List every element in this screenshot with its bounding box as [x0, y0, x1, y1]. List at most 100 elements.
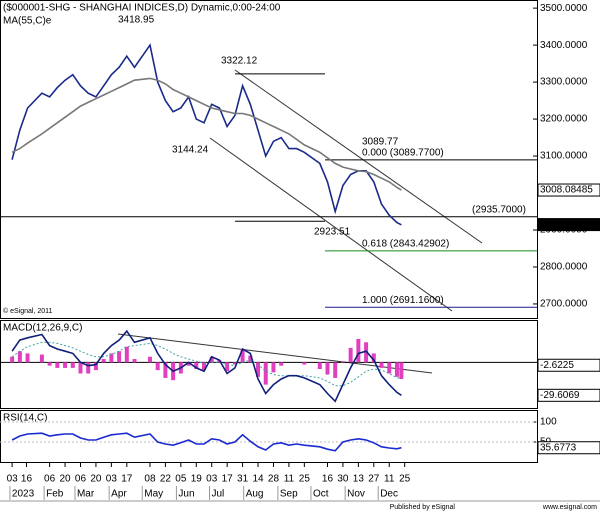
- rsi-label: RSI(14,C): [3, 413, 47, 424]
- y-tick-label: 3500.0000: [540, 3, 588, 14]
- y-tick-label: 3100.0000: [540, 151, 588, 162]
- x-tick-label: 27: [368, 474, 380, 485]
- rsi-panel: [0, 410, 538, 463]
- y-tick-label: 3300.0000: [540, 77, 588, 88]
- value-box-label: 2914.6138: [540, 219, 588, 230]
- histogram-bar: [240, 348, 245, 363]
- histogram-bar: [39, 354, 44, 363]
- histogram-bar: [387, 362, 392, 374]
- x-tick-label: 06: [44, 474, 56, 485]
- histogram-bar: [248, 355, 253, 363]
- value-box: [537, 441, 600, 455]
- price-annotation: 3418.95: [118, 15, 155, 26]
- price-annotation: 3089.77: [362, 137, 399, 148]
- ma-label: MA(55,C)e: [3, 16, 52, 27]
- month-label: Jul: [212, 489, 225, 500]
- histogram-bar: [394, 362, 399, 377]
- credit: © eSignal, 2011: [3, 307, 53, 315]
- histogram-bar: [17, 351, 22, 363]
- histogram-bar: [279, 362, 284, 366]
- x-tick-label: 13: [353, 474, 365, 485]
- value-box-label: -2.6225: [540, 360, 574, 371]
- histogram-bar: [25, 353, 30, 363]
- histogram-bar: [101, 358, 106, 363]
- x-tick-label: 11: [284, 474, 295, 485]
- histogram-bar: [325, 362, 330, 375]
- histogram-bar: [201, 362, 206, 371]
- x-tick-label: 03: [106, 474, 118, 485]
- price-annotation: 3322.12: [221, 56, 258, 67]
- price-annotation: 2923.51: [314, 227, 351, 238]
- histogram-bar: [163, 362, 168, 378]
- x-tick-label: 03: [7, 474, 19, 485]
- x-tick-label: 25: [299, 474, 311, 485]
- histogram-bar: [70, 362, 75, 368]
- histogram-bar: [93, 362, 98, 371]
- x-tick-label: 14: [252, 474, 264, 485]
- histogram-bar: [348, 347, 353, 363]
- series-line: [11, 329, 402, 403]
- y-tick-label: 2800.0000: [540, 262, 588, 273]
- value-box: [537, 388, 600, 402]
- histogram-bar: [340, 361, 345, 363]
- level-label: 1.000 (2691.1600): [362, 295, 444, 306]
- x-tick-label: 16: [21, 474, 33, 485]
- x-tick-label: 20: [59, 474, 71, 485]
- x-tick-label: 17: [222, 474, 234, 485]
- value-box-label: 3008.08485: [540, 185, 593, 196]
- histogram-bar: [302, 362, 307, 365]
- x-tick-label: 05: [175, 474, 187, 485]
- macd-label: MACD(12,26,9,C): [3, 323, 82, 334]
- series-line: [11, 77, 402, 191]
- month-label: May: [144, 489, 163, 500]
- histogram-bar: [78, 362, 83, 374]
- value-box-label: 35.6773: [540, 442, 577, 453]
- series-line: [11, 341, 402, 387]
- x-tick-label: 03: [206, 474, 218, 485]
- value-box: [537, 183, 600, 197]
- x-tick-label: 11: [384, 474, 395, 485]
- price-panel: [0, 0, 538, 319]
- histogram-bar: [194, 362, 199, 370]
- histogram-bar: [10, 356, 15, 363]
- trend-line: [234, 69, 483, 244]
- histogram-bar: [356, 338, 361, 363]
- x-tick-label: 20: [90, 474, 102, 485]
- trend-line: [209, 137, 453, 312]
- level-label: 0.000 (3089.7700): [362, 147, 444, 158]
- x-tick-label: 08: [144, 474, 156, 485]
- value-box: [537, 358, 600, 372]
- histogram-bar: [379, 362, 384, 368]
- histogram-bar: [155, 362, 160, 371]
- histogram-bar: [209, 356, 214, 363]
- x-tick-label: 06: [75, 474, 87, 485]
- level-label: 0.618 (2843.42902): [362, 239, 449, 250]
- histogram-bar: [399, 362, 404, 380]
- y-tick-label: 100: [540, 417, 557, 428]
- histogram-bar: [132, 358, 137, 363]
- histogram-bar: [117, 351, 122, 363]
- y-tick-label: 2700.0000: [540, 299, 588, 310]
- histogram-bar: [86, 362, 91, 374]
- histogram-bar: [63, 362, 68, 368]
- footer-left: Published by eSignal: [390, 504, 456, 511]
- month-label: Apr: [111, 489, 127, 500]
- month-label: Feb: [46, 489, 64, 500]
- y-tick-label: 3400.0000: [540, 40, 588, 51]
- month-label: 2023: [12, 489, 35, 500]
- histogram-bar: [256, 362, 261, 377]
- x-tick-label: 19: [191, 474, 203, 485]
- level-label: (2935.7000): [472, 204, 526, 215]
- month-label: Oct: [313, 489, 329, 500]
- value-box: [537, 218, 600, 232]
- month-label: Aug: [246, 489, 264, 500]
- x-tick-label: 16: [322, 474, 334, 485]
- histogram-bar: [147, 356, 152, 363]
- price-annotation: 3144.24: [172, 145, 209, 156]
- histogram-bar: [317, 362, 322, 370]
- value-box-label: -29.6069: [540, 390, 580, 401]
- histogram-bar: [109, 353, 114, 363]
- x-tick-label: 31: [237, 474, 249, 485]
